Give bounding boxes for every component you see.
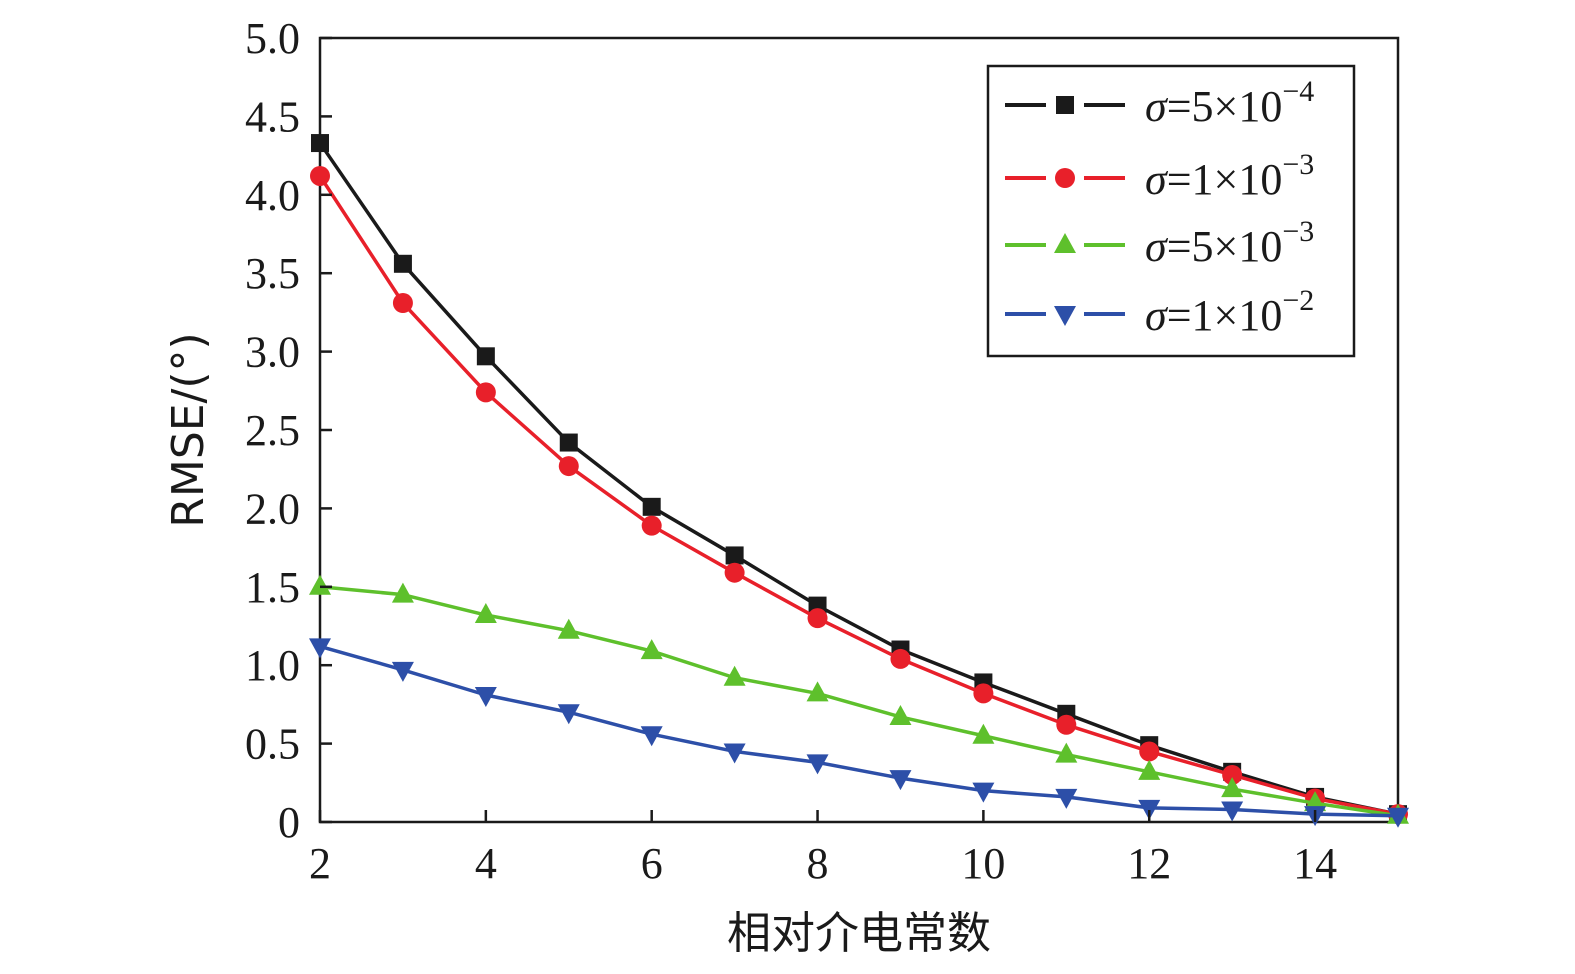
data-point (640, 639, 663, 660)
data-point (391, 582, 414, 603)
legend-label: σ=5×10−4 (1145, 75, 1314, 131)
data-point (1138, 759, 1161, 780)
data-point (1139, 741, 1160, 762)
legend-entry: σ=1×10−2 (1005, 284, 1314, 340)
legend-box (986, 64, 1356, 358)
legend-marker (1054, 233, 1076, 253)
series-line (318, 175, 1399, 816)
legend-label: σ=5×10−3 (1145, 215, 1314, 271)
legend-label: σ=1×10−2 (1145, 284, 1314, 340)
data-point (640, 726, 663, 747)
y-tick-label: 1.5 (245, 563, 300, 612)
data-point (559, 433, 578, 452)
series-line (319, 644, 1399, 818)
data-point (391, 661, 414, 682)
data-point (725, 546, 744, 565)
x-tick-label: 4 (475, 839, 497, 888)
data-point (558, 456, 579, 477)
data-point (309, 574, 331, 595)
data-point (392, 292, 413, 313)
data-point (1387, 807, 1409, 828)
data-point (806, 681, 829, 702)
data-point (641, 515, 662, 536)
data-point (973, 683, 994, 704)
y-tick-label: 4.5 (245, 92, 300, 141)
legend-items: σ=5×10−4 σ=1×10−3 σ=5×10−3 σ=1×10−2 (1005, 75, 1314, 340)
x-tick-label: 2 (309, 839, 331, 888)
data-point (889, 770, 912, 791)
y-tick-label: 3.5 (245, 249, 300, 298)
x-tick-label: 6 (641, 839, 663, 888)
y-axis-ticks: 0 0.5 1.0 1.5 2.0 2.5 3.0 3.5 4.0 4.5 5.0 (245, 14, 332, 847)
series-3 (309, 574, 1409, 824)
data-point (474, 603, 497, 624)
y-axis-title: RMSE/(°) (163, 332, 214, 527)
series-4 (309, 638, 1409, 828)
data-point (1221, 777, 1244, 798)
y-tick-label: 2.0 (245, 484, 300, 533)
legend-entry: σ=5×10−4 (1005, 75, 1314, 131)
x-tick-label: 8 (807, 839, 829, 888)
data-point (642, 497, 661, 516)
plot-area (309, 36, 1409, 828)
legend-marker (1056, 96, 1074, 114)
data-point (723, 665, 746, 686)
data-point (476, 347, 495, 366)
legend-label: σ=1×10−3 (1145, 148, 1314, 204)
legend: σ=5×10−4 σ=1×10−3 σ=5×10−3 σ=1×10−2 (986, 64, 1356, 358)
data-point (1138, 799, 1161, 820)
x-axis-title: 相对介电常数 (727, 908, 991, 959)
data-point (890, 648, 911, 669)
x-axis-ticks: 2 4 6 8 10 12 14 (309, 810, 1337, 888)
legend-entry: σ=5×10−3 (1005, 215, 1314, 271)
legend-entry: σ=1×10−3 (1005, 148, 1314, 204)
data-point (1056, 714, 1077, 735)
series-line (319, 585, 1399, 818)
data-point (393, 254, 412, 273)
data-point (1055, 742, 1078, 763)
data-point (724, 562, 745, 583)
x-tick-label: 10 (961, 839, 1005, 888)
data-point (557, 704, 580, 725)
legend-marker (1055, 168, 1075, 188)
y-tick-label: 0 (278, 798, 300, 847)
data-point (474, 686, 497, 707)
y-tick-label: 1.0 (245, 641, 300, 690)
y-tick-label: 3.0 (245, 328, 300, 377)
data-point (475, 382, 496, 403)
data-point (723, 743, 746, 764)
data-point (1221, 801, 1244, 822)
x-tick-label: 14 (1293, 839, 1337, 888)
data-point (1055, 788, 1078, 809)
y-tick-label: 4.0 (245, 171, 300, 220)
y-tick-label: 0.5 (245, 720, 300, 769)
data-point (557, 618, 580, 639)
data-point (889, 704, 912, 725)
data-point (1222, 764, 1243, 785)
data-point (310, 165, 330, 186)
data-point (972, 782, 995, 803)
data-point (807, 608, 828, 629)
series-line (318, 142, 1399, 816)
y-tick-label: 2.5 (245, 406, 300, 455)
data-point (311, 134, 329, 153)
y-tick-label: 5.0 (245, 14, 300, 63)
x-tick-label: 12 (1127, 839, 1171, 888)
data-point (309, 638, 331, 659)
data-point (972, 723, 995, 744)
series-layer (309, 134, 1409, 828)
legend-marker (1054, 306, 1076, 326)
data-point (806, 754, 829, 775)
